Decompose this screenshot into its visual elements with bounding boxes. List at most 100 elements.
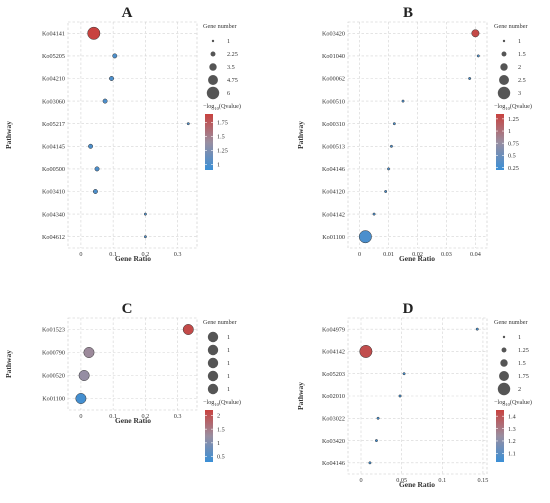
size-legend-dot — [499, 371, 509, 381]
panel-letter: B — [403, 5, 413, 21]
size-legend-dot — [502, 39, 506, 43]
size-legend: Gene number 1 2.25 3.5 4.75 6 — [203, 23, 238, 100]
y-tick-label: Ko04142 — [322, 211, 345, 218]
panel-d: D 0 0.05 0.1 0.15 Ko04979 Ko04142 Ko05203 Ko0201… — [296, 301, 532, 489]
size-legend-label: 1 — [227, 38, 230, 45]
size-legend-dot — [209, 63, 217, 71]
y-tick-label: Ko04979 — [322, 326, 345, 333]
x-tick-label: 0.01 — [383, 251, 394, 258]
plot-frame — [67, 317, 198, 411]
size-legend-label: 3.5 — [227, 64, 235, 71]
y-tick-label: Ko01523 — [42, 327, 65, 334]
color-legend: −log10(Qvalue) 1.25 1 0.75 0.5 0.25 — [494, 103, 532, 172]
data-point — [102, 98, 108, 104]
size-legend-dot — [211, 39, 215, 43]
y-tick-label: Ko00062 — [322, 76, 345, 83]
colorbar-tick-label: 0.25 — [508, 165, 519, 172]
y-tick-label: Ko04145 — [42, 144, 65, 151]
plot-frame — [347, 317, 488, 475]
panel-c: C 0 0.1 0.2 0.3 Ko01523 Ko00790 Ko00520 Ko01100 G… — [4, 301, 241, 462]
y-tick-label: Ko00310 — [322, 121, 345, 128]
colorbar-tick-label: 1.25 — [508, 116, 519, 123]
colorbar-tick-label: 0.5 — [508, 153, 516, 160]
y-tick-label: Ko03022 — [322, 415, 345, 422]
size-legend-label: 3 — [518, 90, 521, 97]
plot-frame — [67, 21, 198, 249]
y-tick-label: Ko04141 — [42, 31, 65, 38]
colorbar-tick-label: 1.2 — [508, 438, 516, 445]
color-legend: −log10(Qvalue) 1.4 1.3 1.2 1.1 — [494, 399, 532, 462]
data-point — [109, 76, 114, 81]
y-axis-title: Pathway — [4, 350, 13, 378]
data-point — [186, 122, 190, 126]
size-legend-dot — [207, 383, 219, 395]
x-tick-label: 0.2 — [142, 413, 150, 420]
colorbar-tick-label: 1.4 — [508, 413, 516, 420]
data-point — [143, 212, 147, 216]
x-axis-title: Gene Ratio — [115, 416, 151, 425]
x-tick-label: 0.04 — [470, 251, 481, 258]
y-tick-label: Ko03060 — [42, 98, 65, 105]
panel-letter: C — [122, 301, 133, 317]
x-axis-title: Gene Ratio — [115, 254, 151, 263]
size-legend-label: 4.75 — [227, 77, 238, 84]
y-tick-label: Ko00790 — [42, 350, 65, 357]
color-legend-title: −log10(Qvalue) — [203, 399, 241, 407]
x-tick-label: 0.2 — [142, 251, 150, 258]
data-point — [359, 344, 373, 358]
size-legend-dot — [210, 51, 216, 57]
colorbar-tick-label: 1.1 — [508, 451, 516, 458]
size-legend-dot — [497, 86, 511, 100]
size-legend-dot — [207, 370, 219, 382]
y-tick-label: Ko04612 — [42, 234, 65, 241]
size-legend-dot — [207, 344, 219, 356]
y-tick-label: Ko00500 — [42, 166, 65, 173]
colorbar-tick-label: 1 — [508, 128, 511, 135]
size-legend: Gene number 1 1.25 1.5 1.75 2 — [494, 319, 529, 396]
data-point — [358, 230, 372, 244]
size-legend-label: 2.25 — [227, 51, 238, 58]
data-point — [372, 212, 376, 216]
color-legend-title: −log10(Qvalue) — [203, 103, 241, 111]
colorbar-tick-label: 1.3 — [508, 426, 516, 433]
size-legend-dot — [207, 357, 219, 369]
size-legend-label: 1.5 — [518, 51, 526, 58]
data-point — [94, 166, 100, 172]
data-point — [402, 372, 406, 376]
size-legend-label: 1.25 — [518, 347, 529, 354]
x-tick-label: 0 — [79, 251, 82, 258]
data-point — [143, 235, 147, 239]
colorbar — [205, 114, 213, 170]
size-legend-dot — [501, 347, 507, 353]
color-legend-title: −log10(Qvalue) — [494, 103, 532, 111]
size-legend: Gene number 1 1.5 2 2.5 3 — [494, 23, 528, 100]
colorbar-tick-label: 1.5 — [217, 426, 225, 433]
size-legend-dot — [207, 331, 219, 343]
colorbar-tick-label: 2 — [217, 413, 220, 420]
size-legend-label: 1 — [227, 334, 230, 341]
size-legend-title: Gene number — [494, 23, 528, 30]
data-point — [389, 144, 393, 148]
y-tick-label: Ko04146 — [322, 166, 345, 173]
size-legend-label: 1 — [518, 38, 521, 45]
data-point — [376, 416, 380, 420]
colorbar-tick-label: 1.25 — [217, 148, 228, 155]
data-point — [182, 324, 194, 335]
colorbar-tick-label: 1 — [217, 162, 220, 169]
y-tick-label: Ko00510 — [322, 98, 345, 105]
colorbar — [496, 410, 504, 462]
y-tick-label: Ko05217 — [42, 121, 65, 128]
panel-b: B 0 0.01 0.02 0.03 0.04 Ko03420 Ko01040 Ko00062 K… — [296, 5, 532, 263]
size-legend-label: 1 — [227, 386, 230, 393]
x-tick-label: 0.03 — [441, 251, 452, 258]
y-tick-label: Ko03420 — [322, 438, 345, 445]
colorbar — [496, 114, 504, 170]
data-point — [471, 29, 480, 38]
y-tick-label: Ko01040 — [322, 53, 345, 60]
x-tick-label: 0.1 — [438, 477, 446, 484]
size-legend-label: 1 — [227, 347, 230, 354]
data-point — [87, 26, 101, 40]
size-legend-title: Gene number — [203, 319, 237, 326]
data-point — [78, 370, 90, 381]
